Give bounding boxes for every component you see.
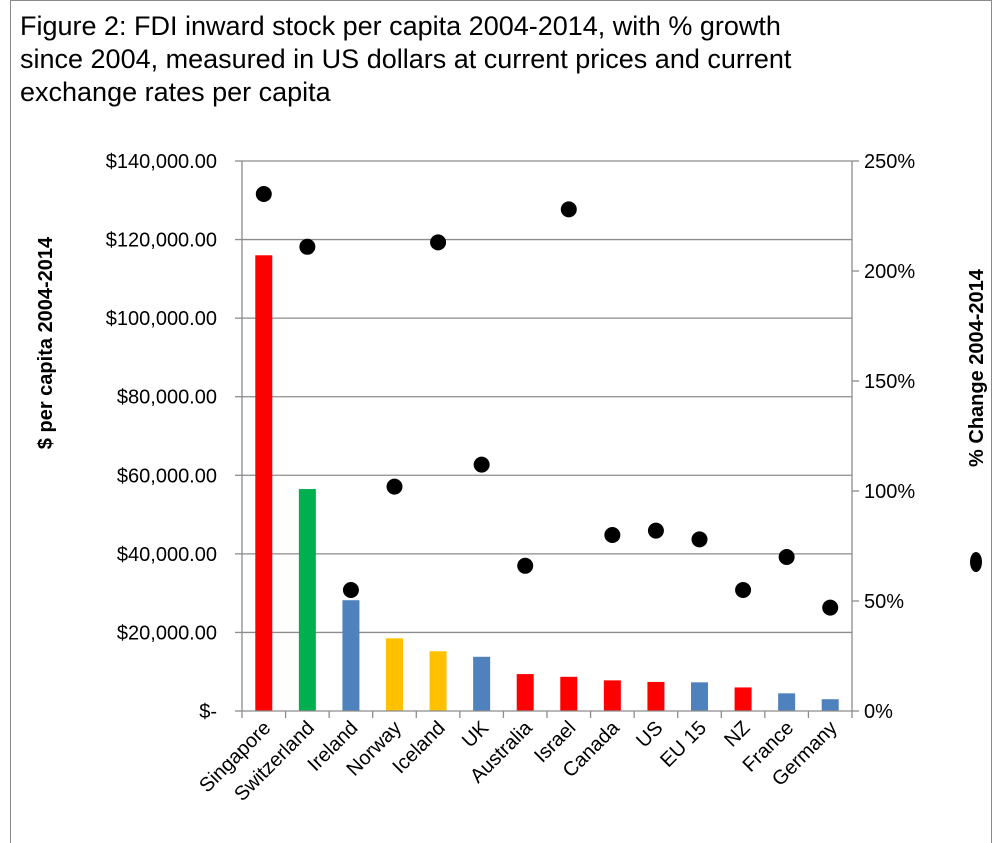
- x-tick-label: EU 15: [656, 717, 711, 772]
- bar-israel: [560, 676, 578, 711]
- axes: [235, 160, 859, 718]
- axis-labels: $- $20,000.00 $40,000.00 $60,000.00 $80,000.…: [35, 151, 988, 806]
- point-norway: [386, 478, 403, 495]
- point-israel: [560, 201, 577, 218]
- bar-eu-15: [691, 682, 708, 711]
- point-canada: [604, 527, 621, 543]
- y2-tick-label: 150%: [864, 371, 915, 393]
- y-tick-label: $20,000.00: [117, 622, 217, 644]
- y2-tick-label: 0%: [864, 701, 893, 723]
- y-tick-label: $140,000.00: [106, 151, 217, 173]
- point-nz: [735, 582, 752, 598]
- x-tick-label: US: [632, 717, 667, 752]
- point-australia: [517, 557, 534, 574]
- point-uk: [473, 456, 490, 473]
- y-axis-title: $ per capita 2004-2014: [35, 236, 57, 449]
- bar-singapore: [255, 255, 273, 712]
- bar-norway: [386, 638, 403, 711]
- bar-france: [778, 693, 796, 711]
- y2-axis-title: % Change 2004-2014: [966, 268, 988, 467]
- legend: [970, 552, 982, 572]
- chart-title: Figure 2: FDI inward stock per capita 20…: [20, 11, 792, 107]
- point-germany: [822, 599, 839, 616]
- y-tick-label: $80,000.00: [117, 387, 217, 409]
- bar-uk: [473, 656, 491, 711]
- point-ireland: [342, 582, 359, 598]
- bar-germany: [821, 699, 839, 711]
- point-switzerland: [299, 238, 316, 255]
- bar-switzerland: [298, 489, 316, 711]
- bars: [255, 255, 839, 712]
- y-tick-label: $40,000.00: [117, 544, 217, 566]
- point-france: [778, 549, 795, 565]
- point-singapore: [255, 186, 272, 202]
- y-tick-label: $-: [199, 701, 217, 723]
- y2-tick-label: 100%: [864, 481, 915, 503]
- point-eu-15: [691, 531, 708, 548]
- y2-tick-label: 50%: [864, 591, 904, 613]
- bar-australia: [516, 674, 534, 711]
- bar-iceland: [429, 651, 447, 711]
- bar-us: [647, 681, 665, 711]
- legend-marker: [970, 552, 982, 572]
- x-tick-label: UK: [458, 717, 494, 753]
- y2-tick-label: 250%: [864, 151, 915, 173]
- gridlines: [242, 160, 852, 634]
- bar-canada: [603, 680, 621, 711]
- y-tick-label: $120,000.00: [106, 230, 217, 252]
- bar-ireland: [342, 600, 360, 711]
- bar-nz: [734, 687, 752, 711]
- y-tick-label: $100,000.00: [106, 308, 217, 330]
- chart-frame: [10, 0, 992, 843]
- point-iceland: [430, 234, 447, 251]
- x-tick-label: NZ: [720, 717, 754, 751]
- point-us: [647, 522, 664, 539]
- y-tick-label: $60,000.00: [117, 465, 217, 487]
- y2-tick-label: 200%: [864, 261, 915, 283]
- percent-change-points: [255, 186, 839, 616]
